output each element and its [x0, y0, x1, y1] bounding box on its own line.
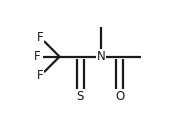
- Text: F: F: [34, 50, 41, 63]
- Text: N: N: [96, 50, 105, 63]
- Text: S: S: [77, 90, 84, 103]
- Text: O: O: [115, 90, 124, 103]
- Text: F: F: [37, 69, 43, 82]
- Text: F: F: [37, 31, 43, 44]
